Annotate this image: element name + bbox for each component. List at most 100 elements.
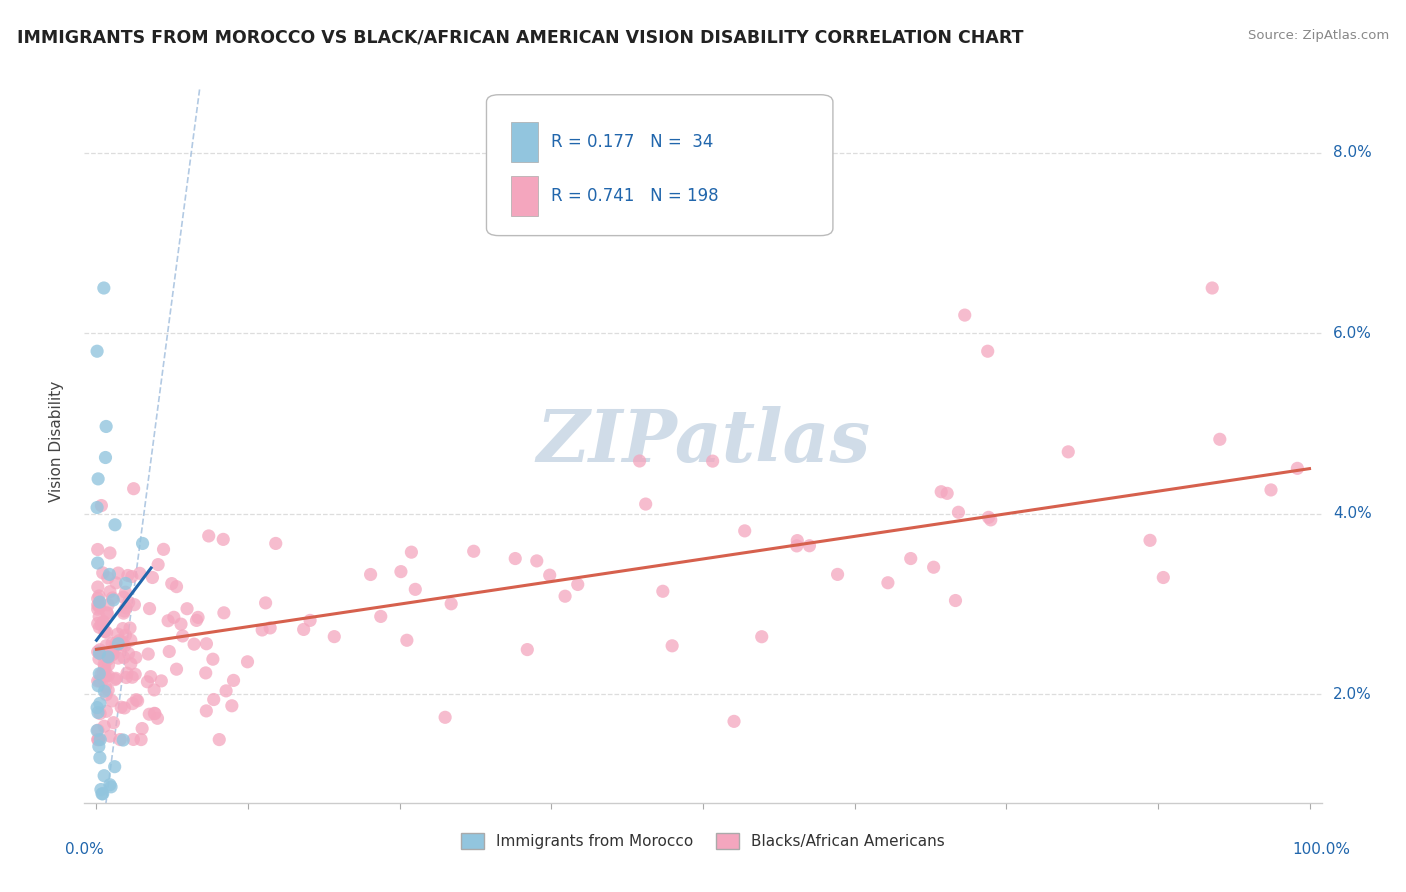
Point: [112, 733, 135, 747]
Point: [98, 567, 121, 582]
Text: IMMIGRANTS FROM MOROCCO VS BLACK/AFRICAN AMERICAN VISION DISABILITY CORRELATION : IMMIGRANTS FROM MOROCCO VS BLACK/AFRICAN…: [17, 29, 1024, 46]
Point: [222, 673, 245, 688]
Point: [112, 604, 135, 618]
Point: [900, 551, 922, 566]
Point: [87, 739, 110, 754]
Point: [105, 638, 128, 652]
Point: [395, 633, 418, 648]
Point: [929, 484, 952, 499]
Point: [104, 671, 127, 685]
Point: [98, 546, 121, 560]
Point: [86, 616, 108, 631]
Point: [104, 517, 127, 532]
Point: [103, 715, 125, 730]
Point: [112, 591, 135, 605]
Point: [172, 629, 194, 643]
Point: [96, 651, 118, 665]
Point: [945, 593, 967, 607]
Point: [104, 673, 127, 687]
Point: [111, 634, 134, 648]
Point: [236, 655, 259, 669]
Point: [404, 582, 426, 597]
Point: [799, 539, 821, 553]
Point: [117, 595, 139, 609]
Point: [97, 598, 120, 612]
Point: [94, 680, 117, 694]
Point: [94, 419, 117, 434]
Point: [125, 650, 148, 665]
Text: 2.0%: 2.0%: [1333, 687, 1371, 702]
Point: [89, 697, 111, 711]
Point: [299, 614, 322, 628]
Point: [138, 601, 160, 615]
Point: [114, 639, 136, 653]
Point: [111, 637, 134, 651]
Point: [1152, 570, 1174, 584]
Text: R = 0.741   N = 198: R = 0.741 N = 198: [551, 187, 718, 205]
Point: [877, 575, 900, 590]
Point: [146, 558, 169, 572]
Point: [389, 565, 412, 579]
Point: [93, 684, 115, 698]
Point: [723, 714, 745, 729]
Point: [86, 645, 108, 659]
Point: [292, 623, 315, 637]
Point: [221, 698, 243, 713]
Point: [702, 454, 724, 468]
Point: [86, 598, 108, 612]
Point: [170, 617, 193, 632]
Point: [143, 706, 166, 721]
Text: 0.0%: 0.0%: [65, 842, 104, 856]
Text: Source: ZipAtlas.com: Source: ZipAtlas.com: [1249, 29, 1389, 42]
Legend: Immigrants from Morocco, Blacks/African Americans: Immigrants from Morocco, Blacks/African …: [461, 833, 945, 849]
Point: [122, 732, 145, 747]
Point: [516, 642, 538, 657]
Point: [97, 571, 120, 585]
Point: [554, 589, 576, 603]
Point: [89, 750, 111, 764]
Point: [183, 637, 205, 651]
Text: ZIPatlas: ZIPatlas: [536, 406, 870, 477]
Point: [89, 646, 111, 660]
Point: [370, 609, 392, 624]
Point: [138, 707, 160, 722]
Point: [1286, 461, 1309, 475]
Point: [440, 597, 463, 611]
Point: [980, 513, 1002, 527]
Point: [503, 551, 526, 566]
Point: [195, 637, 218, 651]
Point: [212, 606, 235, 620]
Point: [96, 688, 118, 702]
Point: [94, 669, 117, 683]
Point: [90, 617, 112, 632]
Point: [166, 662, 188, 676]
Point: [87, 679, 110, 693]
Point: [186, 614, 208, 628]
Point: [100, 646, 122, 660]
Point: [107, 637, 129, 651]
Point: [93, 769, 115, 783]
FancyBboxPatch shape: [512, 122, 538, 161]
Point: [827, 567, 849, 582]
Point: [254, 596, 277, 610]
Point: [117, 568, 139, 582]
Point: [166, 580, 188, 594]
Point: [651, 584, 673, 599]
Point: [93, 719, 115, 733]
Point: [86, 344, 108, 359]
Point: [194, 665, 217, 680]
Text: 8.0%: 8.0%: [1333, 145, 1371, 160]
Point: [208, 732, 231, 747]
Point: [136, 674, 159, 689]
Point: [97, 657, 120, 672]
Point: [160, 576, 183, 591]
Point: [1260, 483, 1282, 497]
Point: [86, 732, 108, 747]
Point: [97, 650, 120, 665]
Point: [202, 692, 225, 706]
Point: [91, 665, 114, 680]
Point: [93, 657, 115, 672]
Point: [323, 630, 346, 644]
Point: [101, 644, 124, 658]
Point: [86, 723, 108, 738]
